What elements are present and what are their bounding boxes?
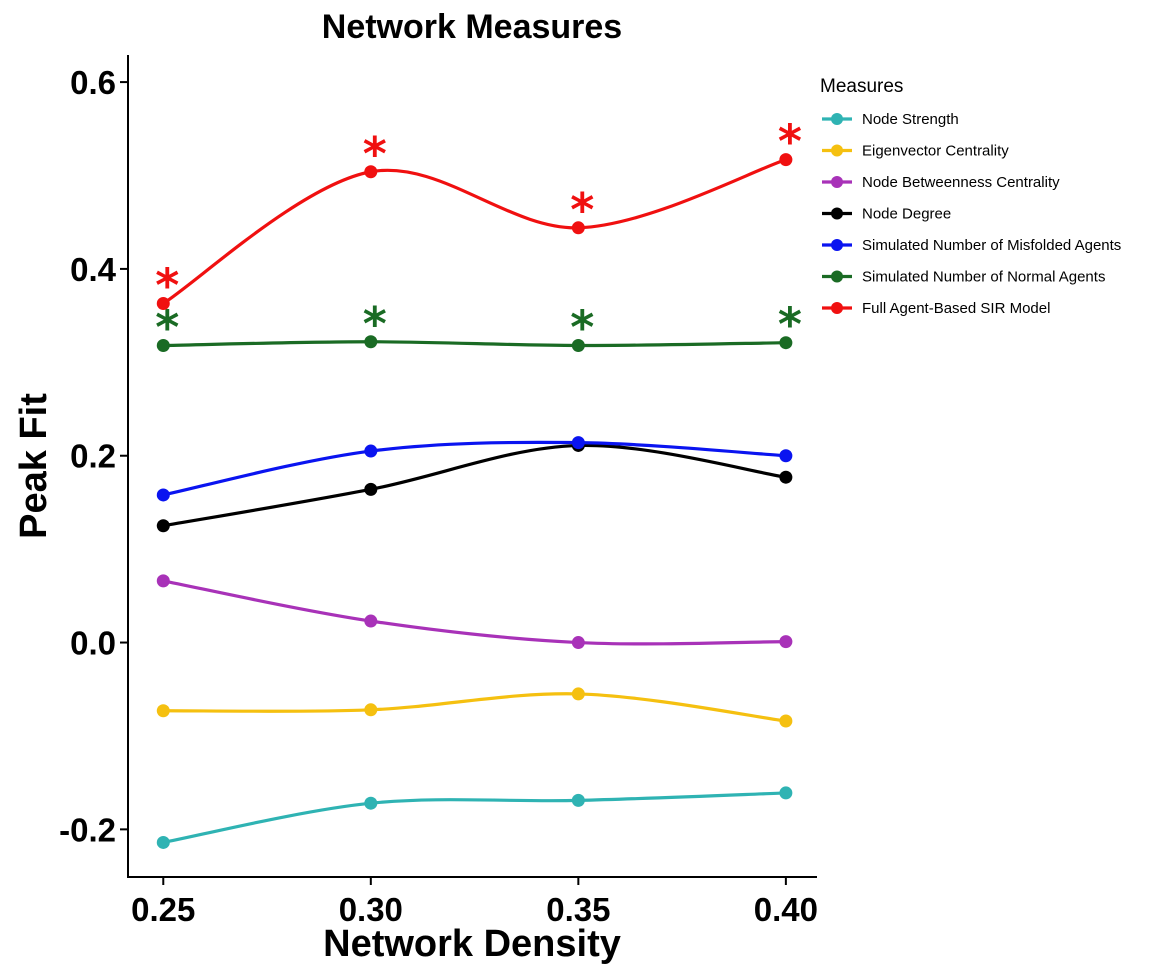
legend-item: Node Betweenness Centrality (822, 174, 1060, 191)
x-tick-label: 0.35 (546, 891, 610, 928)
series-line (162, 791, 786, 845)
series-line (162, 579, 786, 646)
data-point (364, 165, 378, 179)
chart-title: Network Measures (322, 8, 622, 46)
series-node-degree (156, 438, 793, 533)
series-line (162, 440, 786, 497)
legend-label: Node Strength (862, 111, 959, 128)
legend-key-dot (831, 144, 843, 157)
data-point (156, 519, 170, 533)
x-axis-title: Network Density (323, 923, 621, 965)
data-point (779, 153, 793, 167)
data-point (571, 793, 585, 807)
data-point (779, 470, 793, 484)
data-point (571, 436, 585, 450)
series-full-agent-based-sir-model: * * * * (155, 115, 802, 313)
data-point (364, 796, 378, 810)
data-point (156, 339, 170, 353)
legend-key-dot (831, 113, 843, 125)
legend: Measures Node Strength Eigenvector Centra… (820, 76, 1121, 317)
data-point (364, 703, 378, 717)
significance-marker: * (778, 298, 802, 352)
legend-label: Simulated Number of Normal Agents (862, 269, 1105, 286)
data-point (571, 687, 585, 701)
series-simulated-number-of-misfolded-agents (156, 436, 793, 502)
data-point (779, 635, 793, 649)
y-axis-ticks: -0.2 0.0 0.2 0.4 0.6 (59, 64, 128, 848)
y-tick-label: -0.2 (59, 811, 116, 848)
significance-marker: * (155, 301, 179, 355)
y-axis-title: Peak Fit (13, 393, 55, 539)
significance-marker: * (778, 115, 802, 169)
plot-area: * * * ***** (155, 115, 802, 849)
y-tick-label: 0.2 (70, 438, 116, 475)
legend-key-dot (831, 302, 843, 314)
legend-title: Measures (820, 76, 903, 97)
significance-marker: * (363, 127, 387, 181)
data-point (571, 636, 585, 650)
y-tick-label: 0.0 (70, 625, 116, 662)
data-point (779, 336, 793, 350)
data-point (571, 221, 585, 235)
x-axis-ticks: 0.25 0.30 0.35 0.40 (131, 877, 818, 928)
series-eigenvector-centrality (156, 687, 793, 728)
legend-item: Full Agent-Based SIR Model (822, 300, 1050, 317)
data-point (364, 335, 378, 349)
y-tick-label: 0.6 (70, 64, 116, 101)
data-point (156, 488, 170, 502)
legend-label: Full Agent-Based SIR Model (862, 300, 1050, 317)
legend-key-dot (831, 176, 843, 188)
legend-label: Node Betweenness Centrality (862, 174, 1060, 191)
legend-item: Node Degree (822, 206, 951, 223)
y-tick-label: 0.4 (70, 251, 117, 288)
significance-marker: * (570, 183, 594, 237)
data-point (156, 574, 170, 588)
legend-items: Node Strength Eigenvector Centrality Node … (822, 111, 1121, 317)
series-line (162, 158, 787, 305)
legend-item: Simulated Number of Normal Agents (822, 269, 1105, 286)
significance-marker: * (570, 301, 594, 355)
legend-item: Simulated Number of Misfolded Agents (822, 237, 1121, 254)
data-point (364, 614, 378, 628)
data-point (571, 339, 585, 353)
data-point (364, 444, 378, 458)
x-tick-label: 0.30 (339, 891, 403, 928)
x-tick-label: 0.25 (131, 891, 195, 928)
significance-marker: * (363, 297, 387, 351)
data-point (156, 835, 170, 849)
legend-key-dot (831, 270, 843, 283)
legend-label: Simulated Number of Misfolded Agents (862, 237, 1121, 254)
series-node-betweenness-centrality (156, 574, 793, 650)
significance-marker: * (155, 258, 179, 312)
data-point (156, 296, 170, 310)
x-tick-label: 0.40 (754, 891, 818, 928)
series-line (163, 443, 787, 528)
data-point (779, 714, 793, 728)
legend-key-dot (831, 239, 843, 251)
data-point (156, 704, 170, 718)
series-line (163, 692, 787, 723)
data-point (779, 786, 793, 800)
legend-item: Node Strength (822, 111, 959, 128)
legend-key-dot (831, 207, 843, 220)
legend-item: Eigenvector Centrality (822, 143, 1009, 160)
data-point (364, 482, 378, 496)
series-node-strength (156, 786, 793, 849)
series-simulated-number-of-normal-agents: * * * * (155, 297, 802, 355)
legend-label: Node Degree (862, 206, 951, 223)
legend-label: Eigenvector Centrality (862, 143, 1009, 160)
data-point (779, 449, 793, 463)
series-line (163, 340, 786, 348)
